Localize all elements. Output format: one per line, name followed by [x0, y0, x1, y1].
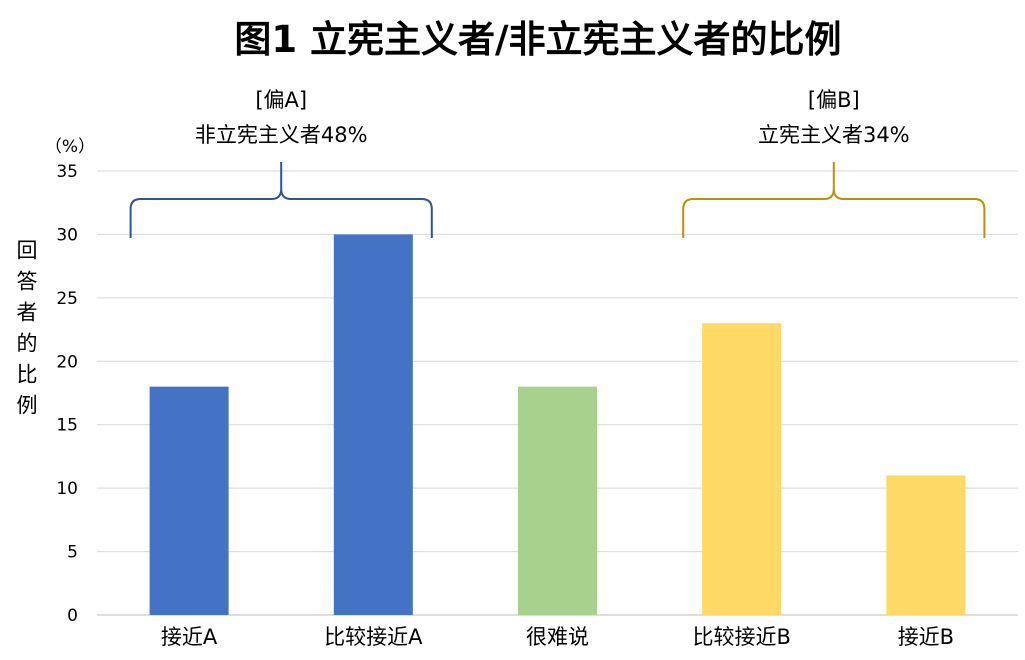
- y-tick-label: 25: [56, 289, 78, 309]
- y-axis-label-char: 例: [17, 394, 38, 418]
- y-axis-label-char: 者: [17, 301, 38, 325]
- x-category-label: 比较接近B: [692, 625, 790, 649]
- y-axis-label-char: 回: [17, 239, 38, 263]
- group-brace: [129, 162, 433, 238]
- bar: [886, 475, 966, 615]
- y-axis-unit: （%）: [45, 137, 95, 157]
- group-brace: [682, 162, 986, 238]
- group-label-share: 立宪主义者34%: [758, 123, 910, 147]
- group-label-title: [偏B]: [808, 88, 860, 112]
- y-tick-label: 30: [56, 225, 78, 245]
- group-annotations: [偏A] 非立宪主义者48% [偏B] 立宪主义者34%: [129, 88, 986, 238]
- y-tick-label: 35: [56, 162, 78, 182]
- bar: [149, 386, 229, 615]
- x-category-label: 接近B: [898, 625, 954, 649]
- y-tick-label: 5: [67, 543, 78, 563]
- x-axis-categories: 接近A 比较接近A 很难说 比较接近B 接近B: [161, 625, 954, 649]
- y-tick-label: 20: [56, 352, 78, 372]
- group-label-share: 非立宪主义者48%: [195, 123, 368, 147]
- bar: [702, 323, 782, 615]
- y-axis-label-char: 的: [17, 332, 38, 356]
- y-tick-label: 0: [67, 606, 78, 626]
- y-axis-label-char: 比: [17, 363, 38, 387]
- x-category-label: 比较接近A: [324, 625, 423, 649]
- y-tick-label: 10: [56, 479, 78, 499]
- y-axis-label-char: 答: [17, 270, 38, 294]
- x-category-label: 接近A: [161, 625, 218, 649]
- chart-title: 图1 立宪主义者/非立宪主义者的比例: [234, 18, 841, 61]
- y-axis-ticks: 0 5 10 15 20 25 30 35: [56, 162, 78, 626]
- group-label-title: [偏A]: [255, 88, 307, 112]
- y-tick-label: 15: [56, 416, 78, 436]
- bar: [333, 234, 413, 615]
- bar: [518, 386, 597, 615]
- bars: [149, 234, 966, 615]
- x-category-label: 很难说: [526, 625, 589, 649]
